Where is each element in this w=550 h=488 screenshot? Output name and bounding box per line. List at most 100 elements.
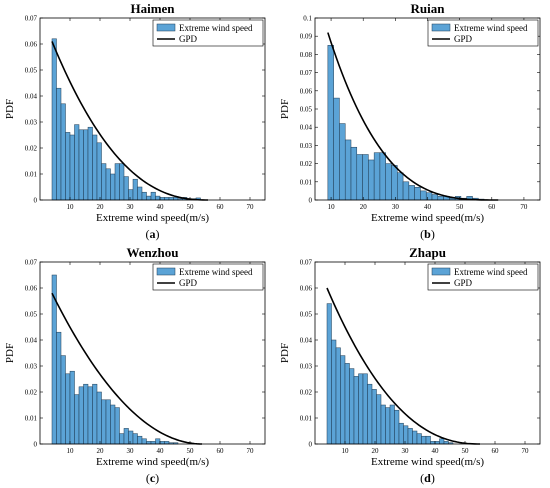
y-tick-label: 0.05 xyxy=(300,311,313,319)
y-axis-label: PDF xyxy=(279,343,291,363)
legend-label: Extreme wind speed xyxy=(179,267,253,277)
panel-label: (c) xyxy=(146,471,159,485)
y-tick-label: 0.05 xyxy=(25,67,38,75)
y-tick-label: 0.07 xyxy=(25,15,38,23)
histogram-bar xyxy=(141,191,147,201)
histogram-bar xyxy=(105,168,111,201)
histogram-bar xyxy=(339,123,346,201)
y-tick-label: 0.03 xyxy=(25,363,38,371)
x-tick-label: 70 xyxy=(247,203,255,211)
histogram-bar xyxy=(83,129,89,201)
histogram-bar xyxy=(412,430,418,445)
x-tick-label: 40 xyxy=(432,447,440,455)
gpd-curve-line xyxy=(51,41,209,201)
histogram-bar xyxy=(123,428,129,445)
histogram-bar xyxy=(327,45,334,201)
histogram-bar xyxy=(394,409,400,445)
x-tick-label: 20 xyxy=(372,447,380,455)
chart-panel-b: Ruian 10 20 30 40 50 60 70 0 0.01 0.02 0.03 0.04 0.05… xyxy=(275,0,550,244)
panel-label: (a) xyxy=(146,227,160,241)
histogram-bar xyxy=(87,126,93,201)
histogram-bar xyxy=(421,435,427,445)
histogram-bar xyxy=(362,373,368,445)
legend-swatch-bar xyxy=(156,23,176,32)
histogram-bar xyxy=(353,376,359,445)
chart-title: Ruian xyxy=(411,1,446,16)
x-tick-label: 60 xyxy=(217,203,225,211)
y-tick-label: 0.05 xyxy=(300,106,313,114)
histogram-bar xyxy=(425,435,431,445)
histogram-bar xyxy=(344,363,350,445)
y-tick-label: 0.07 xyxy=(300,259,313,267)
histogram-bar xyxy=(69,370,75,445)
y-axis-label: PDF xyxy=(279,99,291,119)
histogram-bar xyxy=(119,163,125,201)
histogram-bar xyxy=(74,394,80,445)
histogram-bar xyxy=(344,139,352,201)
histogram-bar xyxy=(431,194,439,201)
histogram-bar xyxy=(385,163,392,201)
histogram-bar xyxy=(141,438,147,445)
x-tick-label: 70 xyxy=(522,447,530,455)
histogram-bar xyxy=(420,190,427,201)
histogram-bar xyxy=(105,399,111,445)
histogram-bar xyxy=(385,407,391,445)
y-tick-label: 0.06 xyxy=(300,87,313,95)
x-axis-label: Extreme wind speed(m/s) xyxy=(96,456,209,468)
y-tick-label: 0.04 xyxy=(300,337,313,345)
histogram-bar xyxy=(416,433,422,445)
histogram-bar xyxy=(56,87,62,201)
legend-label: Extreme wind speed xyxy=(454,267,528,277)
y-tick-label: 0.02 xyxy=(25,389,38,397)
histogram-bar xyxy=(367,383,373,445)
histogram-bar xyxy=(96,142,102,201)
histogram-bar xyxy=(110,173,116,201)
y-tick-label: 0.07 xyxy=(25,259,38,267)
histogram-bar xyxy=(132,178,138,201)
histogram-bar xyxy=(78,386,84,445)
histogram-bar xyxy=(437,196,444,201)
histogram-bar xyxy=(87,386,93,445)
histogram-bar xyxy=(397,172,404,201)
axes-frame xyxy=(39,261,266,445)
legend-swatch-bar xyxy=(431,23,451,32)
chart-title: Haimen xyxy=(130,1,175,16)
axes-frame xyxy=(314,261,541,445)
y-tick-label: 0.03 xyxy=(25,119,38,127)
x-tick-label: 30 xyxy=(127,203,135,211)
x-tick-label: 40 xyxy=(424,203,432,211)
y-axis-label: PDF xyxy=(4,99,16,119)
y-axis-label: PDF xyxy=(4,343,16,363)
chart-title: Zhapu xyxy=(409,245,446,260)
histogram-bar xyxy=(51,38,57,201)
histogram-bar xyxy=(114,163,120,201)
y-tick-label: 0.1 xyxy=(303,15,312,23)
y-tick-label: 0.06 xyxy=(25,285,38,293)
histogram-bar xyxy=(356,154,363,201)
histogram-bar xyxy=(137,435,143,445)
histogram-bar xyxy=(326,303,332,445)
chart-panel-c: Wenzhou 10 20 30 40 50 60 70 0 0.01 0.02 0.03 0.04 0.… xyxy=(0,244,275,488)
x-tick-label: 60 xyxy=(492,447,500,455)
y-tick-label: 0.06 xyxy=(300,285,313,293)
histogram-bar xyxy=(362,154,369,201)
histogram-bar xyxy=(65,132,71,201)
x-tick-label: 70 xyxy=(247,447,255,455)
histogram-bar xyxy=(101,399,107,445)
chart-title: Wenzhou xyxy=(126,245,178,260)
y-tick-label: 0.03 xyxy=(300,363,313,371)
x-tick-label: 60 xyxy=(217,447,225,455)
histogram-bar xyxy=(92,383,98,445)
histogram-bar xyxy=(60,103,66,201)
histogram-bar xyxy=(439,438,445,445)
histogram-bar xyxy=(56,331,62,445)
histogram-bar xyxy=(119,433,125,445)
histogram-bar xyxy=(150,191,156,201)
legend-swatch-bar xyxy=(156,267,176,276)
chart-svg-d: Zhapu 10 20 30 40 50 60 70 0 0.01 0.02 0.03 0.04 0.05… xyxy=(279,245,541,485)
histogram-bar xyxy=(358,373,364,445)
legend-label: Extreme wind speed xyxy=(179,23,253,33)
y-tick-label: 0 xyxy=(34,441,38,449)
histogram-bar xyxy=(407,428,413,445)
y-tick-label: 0 xyxy=(309,197,313,205)
